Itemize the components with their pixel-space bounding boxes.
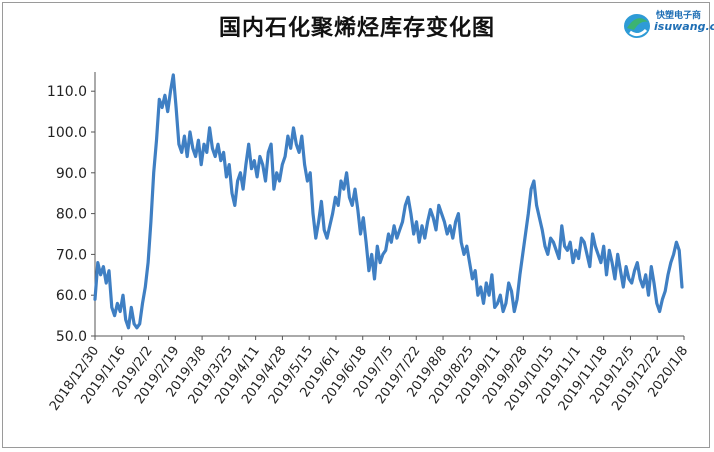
chart-frame — [2, 2, 710, 448]
series-layer — [93, 73, 684, 330]
y-tick-label: 100.0 — [47, 125, 87, 141]
y-tick-label: 110.0 — [47, 84, 87, 100]
series-line — [93, 73, 684, 330]
y-tick-label: 60.0 — [56, 288, 87, 304]
brand-logo: 快塑电子商 isuwang.cı — [620, 6, 714, 46]
leaf-logo-icon — [624, 14, 650, 38]
y-tick-label: 80.0 — [56, 207, 87, 223]
y-tick-label: 90.0 — [56, 166, 87, 182]
y-axis: 110.0 100.0 90.0 80.0 70.0 60.0 50.0 — [47, 72, 96, 345]
y-tick-label: 70.0 — [56, 247, 87, 263]
chart-title: 国内石化聚烯烃库存变化图 — [218, 16, 495, 41]
logo-cn-text: 快塑电子商 — [656, 11, 702, 21]
y-tick-label: 50.0 — [56, 329, 87, 345]
logo-en-text: isuwang.cı — [654, 20, 714, 33]
x-axis: 2018/12/302019/1/162019/2/22019/2/192019… — [47, 335, 691, 414]
